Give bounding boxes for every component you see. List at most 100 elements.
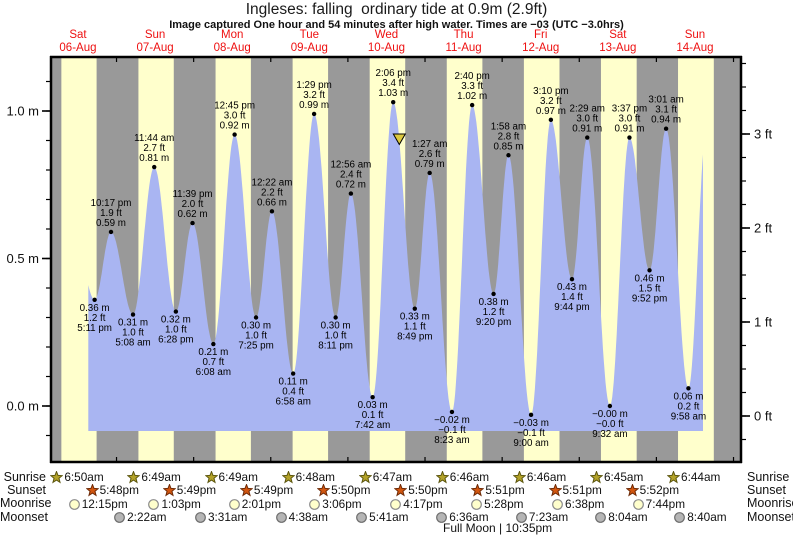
- sunrise-star-icon: [204, 470, 218, 483]
- tide-extreme-label: 0.91 m: [614, 124, 644, 135]
- tide-extreme-label: 5:11 pm: [77, 323, 112, 334]
- day-date: 13-Aug: [599, 41, 637, 54]
- moonrise-time-entry: 12:15pm: [68, 497, 128, 511]
- sunrise-time-entry: 6:46am: [435, 470, 490, 484]
- tide-extreme-label: 9:20 pm: [476, 317, 511, 328]
- day-name: Tue: [299, 29, 320, 41]
- tide-extreme-label: 0.43 m: [557, 282, 587, 293]
- tide-extreme-dot: [469, 102, 475, 108]
- sunset-star-icon: [548, 483, 562, 496]
- moonset-time: 5:41am: [369, 510, 409, 524]
- tide-extreme-label: 3:10 pm: [533, 86, 568, 97]
- day-date: 12-Aug: [522, 41, 560, 54]
- sunrise-star-icon: [281, 470, 295, 483]
- tide-extreme-label: 3.0 ft: [619, 114, 641, 125]
- sunset-row-label-right: Sunset: [747, 482, 786, 497]
- tide-extreme-dot: [427, 170, 432, 176]
- sunrise-row-label-left: Sunrise: [3, 469, 46, 484]
- moonset-time: 7:23am: [528, 510, 569, 524]
- tide-extreme-dot: [569, 276, 575, 282]
- moonset-time-entry: 7:23am: [515, 510, 568, 524]
- tide-extreme-label: 2.7 ft: [143, 143, 165, 154]
- tide-extreme-dot: [647, 268, 652, 273]
- tide-extreme-label: 1.2 ft: [483, 307, 505, 318]
- day-header-thu-11-aug: Thu 11-Aug: [426, 29, 502, 54]
- tide-extreme-dot: [130, 312, 136, 317]
- m-tick-label: 0.0 m: [6, 399, 39, 414]
- sunrise-time: 6:46am: [449, 470, 490, 484]
- tide-extreme-label: 0.99 m: [299, 100, 329, 111]
- tide-extreme-label: 0.91 m: [572, 124, 602, 135]
- sunset-time-entry: 5:51pm: [471, 483, 525, 497]
- tide-extreme-dot: [348, 191, 354, 196]
- tide-extreme-label: 6:28 pm: [158, 335, 193, 346]
- tide-extreme-dot: [253, 315, 259, 320]
- day-name: Sat: [609, 29, 627, 41]
- sunset-star-icon: [317, 483, 331, 496]
- tide-extreme-dot: [528, 412, 534, 418]
- tide-extreme-label: −0.02 m: [434, 415, 470, 426]
- sunrise-time-entry: 6:49am: [204, 470, 258, 484]
- tide-extreme-label: 2.0 ft: [182, 199, 204, 210]
- tide-extreme-dot: [607, 403, 613, 409]
- sunrise-star-icon: [435, 470, 449, 483]
- day-header-sat-06-aug: Sat 06-Aug: [40, 29, 116, 54]
- sunrise-time: 6:47am: [372, 470, 413, 484]
- tide-extreme-label: 2.8 ft: [498, 131, 520, 142]
- moonset-moon-icon: [515, 511, 527, 523]
- ft-tick-label: 0 ft: [754, 409, 772, 424]
- day-date: 07-Aug: [136, 41, 174, 54]
- moonrise-time-entry: 6:38pm: [551, 497, 604, 511]
- tide-extreme-label: 2.6 ft: [419, 149, 441, 160]
- tide-extreme-label: 12:56 am: [330, 160, 371, 171]
- day-header-sun-07-aug: Sun 07-Aug: [117, 29, 193, 54]
- moonset-moon-icon: [674, 511, 686, 523]
- moonrise-time-entry: 4:17pm: [389, 497, 443, 511]
- day-date: 14-Aug: [676, 41, 714, 54]
- tide-extreme-label: 0.94 m: [651, 115, 681, 126]
- ft-tick-label: 3 ft: [754, 127, 772, 142]
- tide-extreme-label: 6:08 am: [196, 367, 231, 378]
- sunrise-time: 6:45am: [603, 470, 644, 484]
- sunrise-time: 6:48am: [295, 470, 335, 484]
- tide-extreme-label: 0.03 m: [358, 400, 388, 411]
- tide-extreme-dot: [108, 229, 114, 235]
- sunset-time: 5:49pm: [176, 483, 217, 497]
- tide-extreme-label: −0.00 m: [592, 409, 628, 420]
- tide-extreme-label: 0.7 ft: [202, 357, 224, 368]
- sunrise-star-icon: [667, 470, 681, 483]
- tide-extreme-label: 8:23 am: [434, 435, 469, 446]
- sunset-time-entry: 5:49pm: [239, 483, 293, 497]
- tide-extreme-label: 0.31 m: [118, 318, 148, 329]
- sunrise-star-icon: [127, 470, 141, 483]
- tide-extreme-dot: [548, 117, 554, 123]
- moonrise-time: 6:38pm: [565, 497, 605, 511]
- sunset-star-icon: [471, 483, 485, 496]
- tide-extreme-label: 0.30 m: [321, 321, 351, 332]
- tide-extreme-label: 0.79 m: [415, 159, 445, 170]
- tide-extreme-label: 3.2 ft: [303, 90, 325, 101]
- moonset-time: 3:31am: [207, 510, 248, 524]
- tide-extreme-label: 9:00 am: [513, 438, 548, 449]
- moonrise-moon-icon: [309, 498, 321, 510]
- tide-extreme-label: 1.5 ft: [639, 283, 661, 294]
- sunset-time: 5:51pm: [485, 483, 525, 497]
- tide-extreme-label: 0.33 m: [400, 312, 430, 323]
- day-name: Wed: [374, 29, 399, 41]
- tide-extreme-label: 2.4 ft: [340, 170, 362, 181]
- tide-extreme-label: 0.2 ft: [678, 401, 700, 412]
- day-name: Sat: [69, 29, 87, 41]
- tide-extreme-label: 3.3 ft: [461, 81, 483, 92]
- day-date: 10-Aug: [367, 41, 405, 54]
- sunset-star-icon: [239, 483, 253, 496]
- moonrise-time-entry: 2:01pm: [228, 497, 281, 511]
- tide-extreme-label: 9:32 am: [592, 429, 627, 440]
- tide-extreme-label: 0.46 m: [635, 273, 665, 284]
- moonset-time-entry: 4:38am: [275, 510, 328, 524]
- day-header-fri-12-aug: Fri 12-Aug: [503, 29, 579, 54]
- tide-extreme-dot: [333, 315, 338, 320]
- tide-extreme-label: 8:49 pm: [397, 332, 432, 343]
- moonrise-time: 5:28pm: [484, 497, 524, 511]
- day-header-sat-13-aug: Sat 13-Aug: [580, 29, 656, 54]
- tide-curve-area: [88, 102, 704, 431]
